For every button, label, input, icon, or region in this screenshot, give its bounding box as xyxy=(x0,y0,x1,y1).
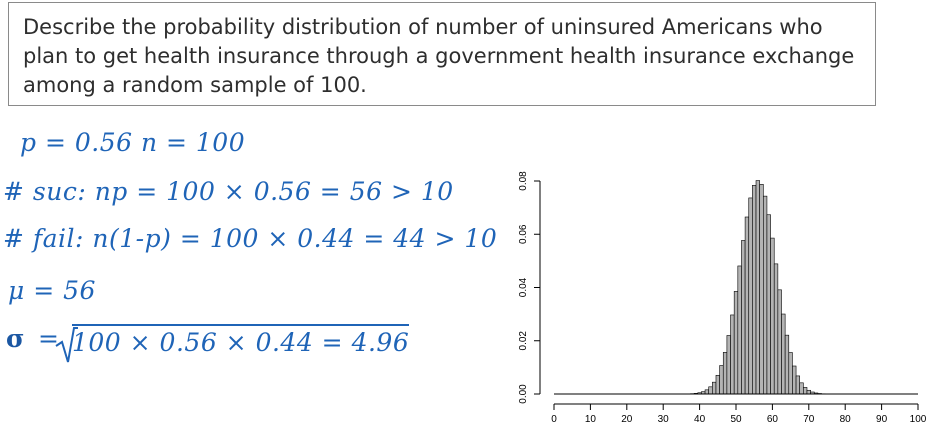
x-tick-label: 80 xyxy=(840,414,852,425)
histogram-bar xyxy=(741,240,746,395)
histogram-bar xyxy=(759,184,764,395)
histogram-bar xyxy=(773,263,779,395)
histogram-bar xyxy=(795,375,800,395)
histogram-bar xyxy=(762,195,768,395)
x-tick-label: 60 xyxy=(767,414,779,425)
histogram-bar xyxy=(803,387,808,395)
note-mean: μ = 56 xyxy=(8,276,96,305)
note-sigma-symbol: σ xyxy=(6,324,25,353)
question-box: Describe the probability distribution of… xyxy=(8,2,876,106)
histogram-bar xyxy=(752,184,757,395)
note-failure-condition: # fail: n(1-p) = 100 × 0.44 = 44 > 10 xyxy=(3,224,498,253)
histogram-bar xyxy=(744,216,750,395)
y-tick-label: 0.06 xyxy=(518,224,529,244)
y-axis: 0.00 0.02 0.04 0.06 0.08 xyxy=(518,171,541,404)
x-axis: 0 10 20 30 40 50 60 70 80 90 100 xyxy=(551,403,927,425)
x-tick-label: 40 xyxy=(694,414,706,425)
histogram-bar xyxy=(704,389,709,395)
histogram-bar xyxy=(766,214,771,395)
y-tick-label: 0.02 xyxy=(518,331,529,351)
y-tick-label: 0.08 xyxy=(518,171,529,191)
histogram-bar xyxy=(737,265,742,395)
y-tick-label: 0.04 xyxy=(518,277,529,297)
histogram-bar xyxy=(712,381,717,395)
histogram-bar xyxy=(799,382,804,395)
histogram-bar xyxy=(788,352,793,395)
binomial-histogram: 0.00 0.02 0.04 0.06 0.08 0 10 20 30 40 50 60 70 80 90… xyxy=(518,171,927,425)
x-tick-label: 100 xyxy=(910,414,927,425)
note-parameters: p = 0.56 n = 100 xyxy=(20,128,246,157)
note-success-condition: # suc: np = 100 × 0.56 = 56 > 10 xyxy=(3,177,454,206)
histogram-bar xyxy=(748,197,753,395)
histogram-bars xyxy=(554,180,918,395)
x-tick-label: 20 xyxy=(621,414,633,425)
histogram-bar xyxy=(708,386,713,395)
y-tick-label: 0.00 xyxy=(518,384,529,404)
histogram-bar xyxy=(777,289,782,395)
x-tick-label: 30 xyxy=(658,414,670,425)
histogram-bar xyxy=(733,291,739,395)
histogram-bar xyxy=(722,352,728,395)
histogram-bar xyxy=(781,313,786,395)
note-sigma-equals: = xyxy=(38,324,60,353)
histogram-bar xyxy=(715,374,720,395)
x-tick-label: 10 xyxy=(585,414,597,425)
histogram-bar xyxy=(770,237,775,395)
x-tick-label: 50 xyxy=(730,414,742,425)
histogram-bar xyxy=(784,334,790,395)
x-tick-label: 90 xyxy=(876,414,888,425)
histogram-bar xyxy=(755,180,760,395)
histogram-bar xyxy=(806,389,811,395)
note-standard-deviation: 100 × 0.56 × 0.44 = 4.96 xyxy=(72,324,410,357)
histogram-bar xyxy=(730,314,735,395)
histogram-bar xyxy=(726,335,731,395)
question-text: Describe the probability distribution of… xyxy=(23,15,855,97)
x-tick-label: 70 xyxy=(803,414,815,425)
histogram-bar xyxy=(719,365,724,395)
histogram-bar xyxy=(792,365,797,395)
sqrt-sign-icon xyxy=(55,327,78,363)
x-tick-label: 0 xyxy=(551,414,557,425)
